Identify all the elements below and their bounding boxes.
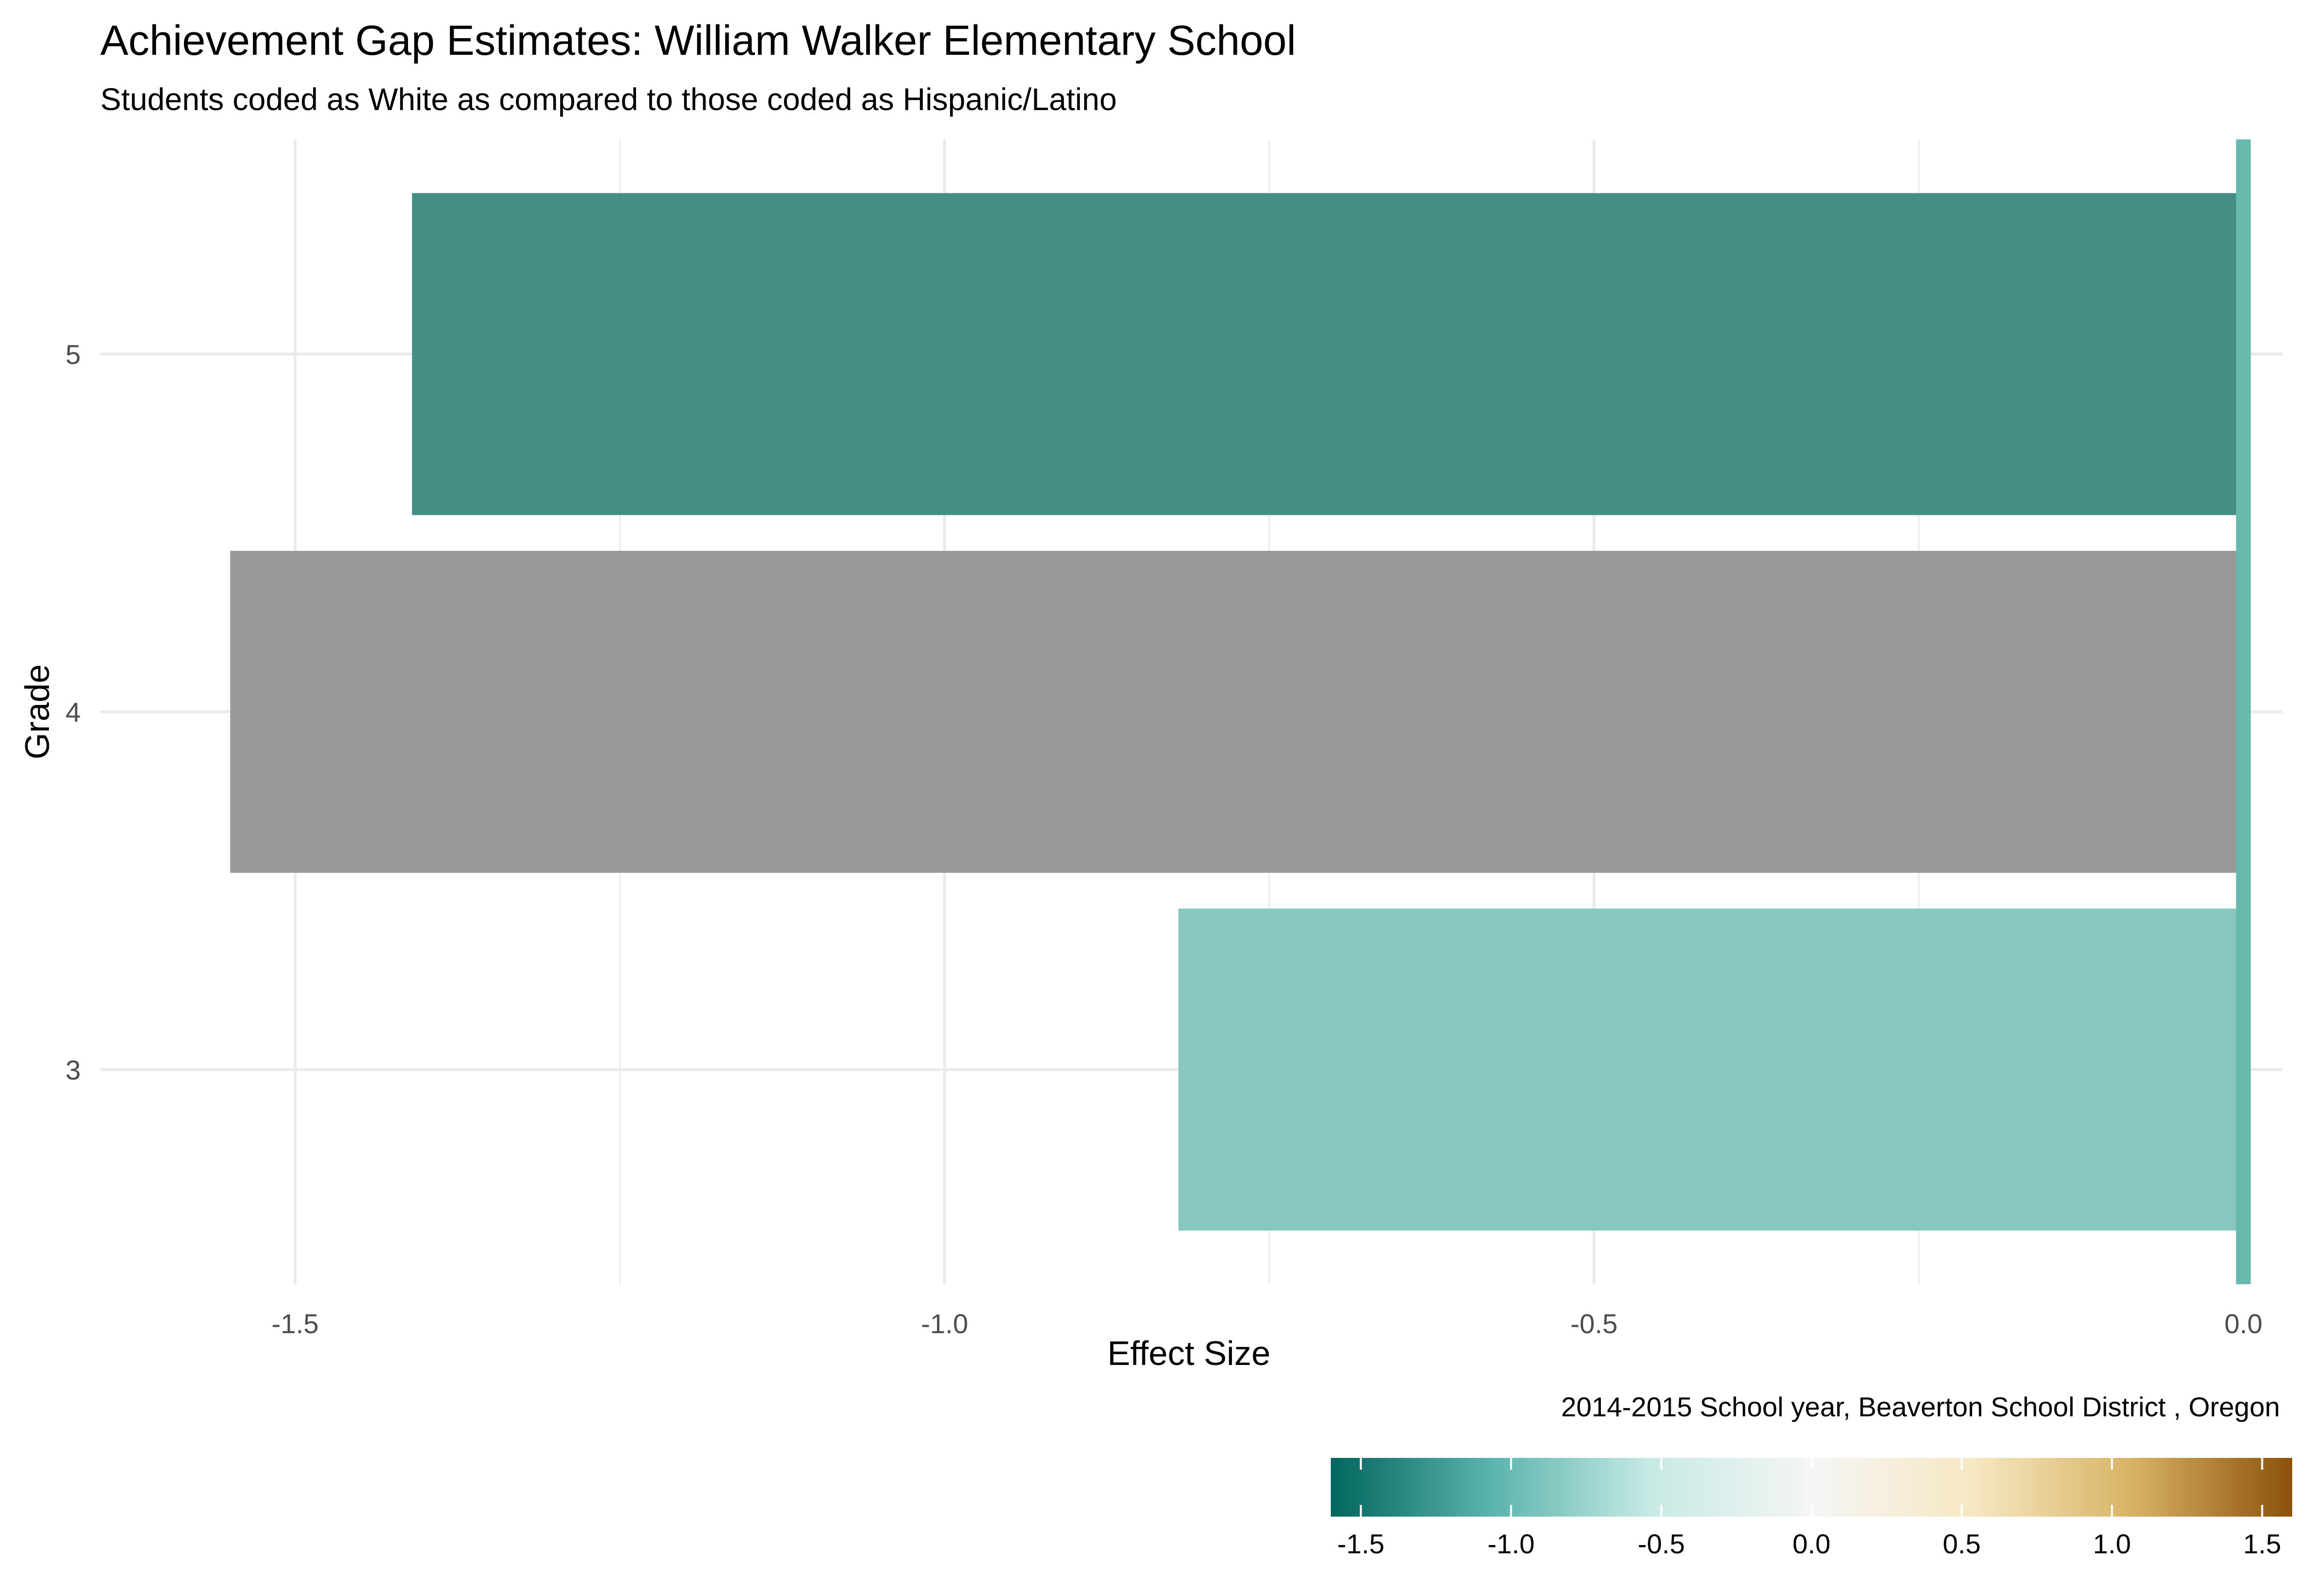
y-tick-label: 5 xyxy=(66,339,81,370)
bar-grade-4 xyxy=(230,550,2244,873)
y-axis-ticks: 3 4 5 xyxy=(66,339,81,1086)
x-tick-label: -0.5 xyxy=(1571,1308,1618,1339)
y-tick-label: 4 xyxy=(66,697,81,727)
y-axis-title: Grade xyxy=(18,664,56,760)
legend-tick-label: 1.5 xyxy=(2243,1528,2281,1559)
y-tick-label: 3 xyxy=(66,1054,81,1085)
color-legend: -1.5 -1.0 -0.5 0.0 0.5 1.0 1.5 xyxy=(1331,1458,2292,1559)
x-tick-label: -1.5 xyxy=(272,1308,319,1339)
legend-tick-label: 0.5 xyxy=(1943,1528,1981,1559)
bar-grade-3 xyxy=(1178,909,2244,1231)
x-axis-ticks: -1.5 -1.0 -0.5 0.0 xyxy=(272,1308,2262,1339)
legend-tick-label: -0.5 xyxy=(1638,1528,1685,1559)
chart-caption: 2014-2015 School year, Beaverton School … xyxy=(1561,1391,2280,1422)
bar-grade-5 xyxy=(412,193,2244,515)
chart-title: Achievement Gap Estimates: William Walke… xyxy=(100,17,1296,64)
legend-tick-label: -1.0 xyxy=(1487,1528,1535,1559)
x-axis-title: Effect Size xyxy=(1107,1334,1270,1372)
legend-tick-label: 0.0 xyxy=(1793,1528,1831,1559)
bars xyxy=(230,139,2251,1284)
chart-subtitle: Students coded as White as compared to t… xyxy=(100,82,1117,117)
x-tick-label: 0.0 xyxy=(2224,1308,2262,1339)
legend-tick-label: 1.0 xyxy=(2093,1528,2131,1559)
legend-tick-label: -1.5 xyxy=(1337,1528,1385,1559)
x-tick-label: -1.0 xyxy=(921,1308,968,1339)
